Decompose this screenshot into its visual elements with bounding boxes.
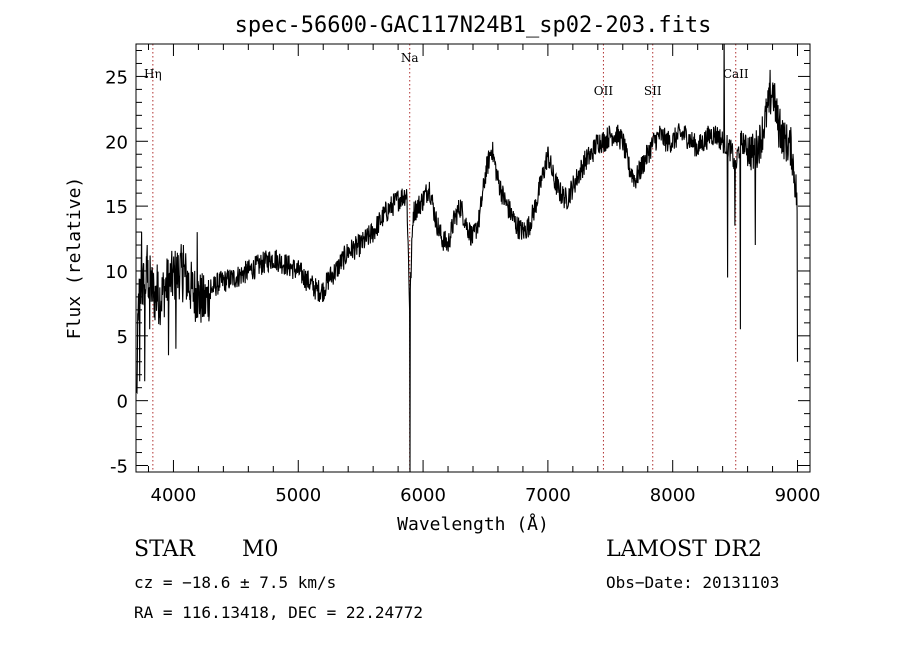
plot-frame [135, 43, 811, 473]
line-label-oii: OII [594, 84, 614, 98]
line-label-sii: SII [644, 84, 662, 98]
line-label-hη: Hη [144, 67, 162, 81]
y-tick-label: 10 [105, 262, 128, 283]
x-axis-label: Wavelength (Å) [397, 513, 549, 535]
spectrum-line [136, 44, 799, 472]
observation-date: Obs−Date: 20131103 [606, 573, 780, 592]
y-tick-label: -5 [110, 457, 128, 478]
x-tick-label: 5000 [275, 485, 321, 506]
x-tick-label: 6000 [400, 485, 446, 506]
x-tick-label: 9000 [775, 485, 821, 506]
survey-name: LAMOST DR2 [606, 537, 762, 562]
y-tick-label: 5 [117, 327, 128, 348]
y-tick-label: 15 [105, 197, 128, 218]
spectral-subclass: M0 [242, 537, 279, 562]
object-class: STAR [134, 537, 195, 562]
y-tick-label: 25 [105, 67, 128, 88]
line-label-caii: CaII [723, 67, 749, 81]
classification: STAR M0 [134, 537, 279, 562]
line-label-na: Na [401, 51, 419, 65]
y-axis-label: Flux (relative) [64, 177, 85, 340]
sky-coordinates: RA = 116.13418, DEC = 22.24772 [134, 603, 423, 622]
y-tick-label: 0 [117, 392, 128, 413]
redshift-info: cz = −18.6 ± 7.5 km/s [134, 573, 337, 592]
chart-title: spec-56600-GAC117N24B1_sp02-203.fits [235, 13, 712, 38]
x-tick-label: 8000 [650, 485, 696, 506]
y-tick-label: 20 [105, 132, 128, 153]
x-tick-label: 4000 [151, 485, 197, 506]
x-tick-label: 7000 [525, 485, 571, 506]
